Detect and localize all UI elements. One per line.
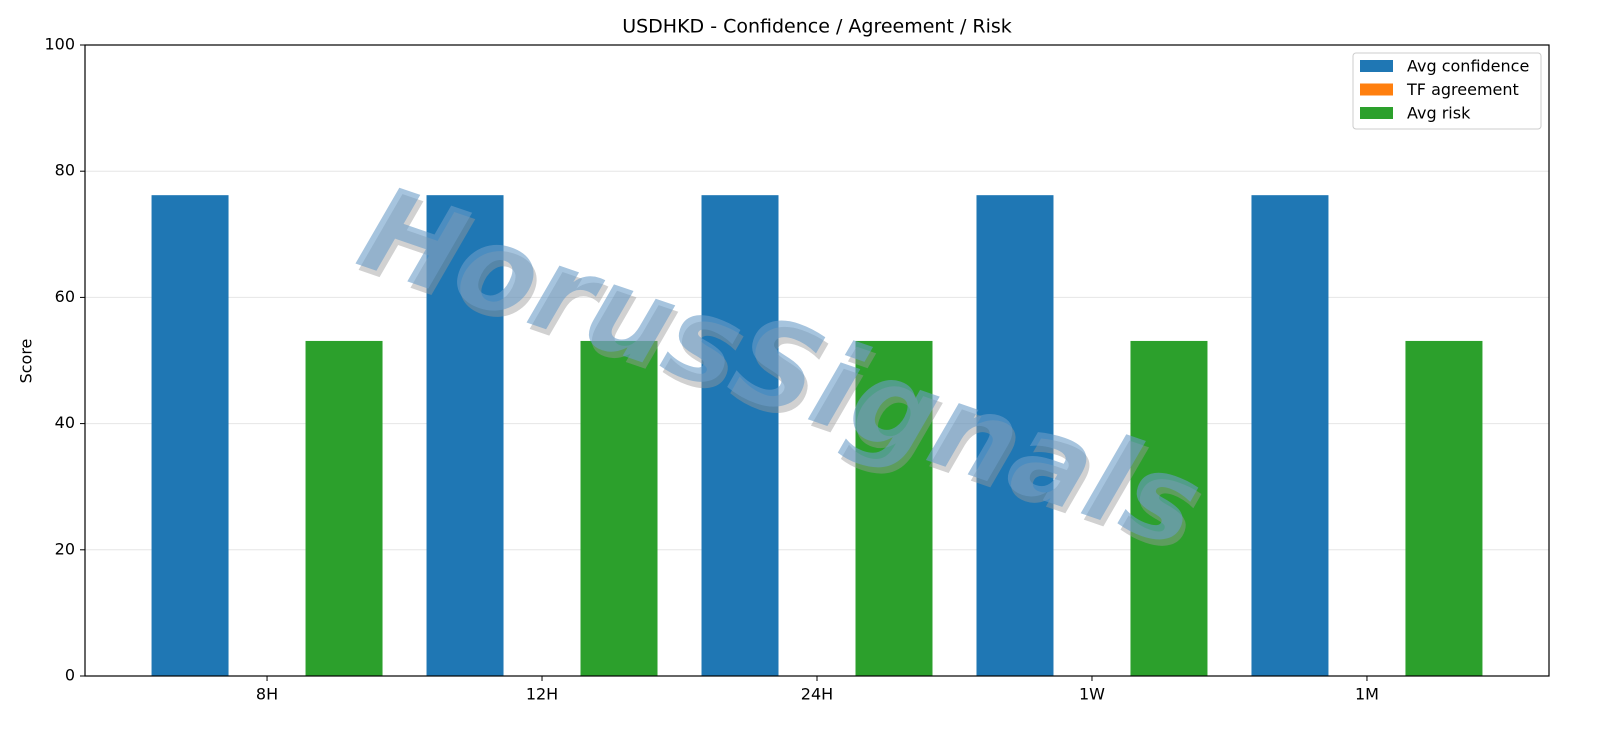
legend-label: TF agreement (1406, 80, 1519, 99)
legend-label: Avg confidence (1407, 57, 1529, 76)
bar (1251, 195, 1329, 677)
bar (1130, 340, 1208, 676)
bar (151, 195, 229, 677)
y-tick-label: 60 (55, 287, 75, 306)
plot-frame (84, 44, 1550, 677)
bar (1405, 340, 1483, 676)
bar (305, 340, 383, 676)
y-tick-label: 40 (55, 413, 75, 432)
x-tick-label: 1W (1079, 685, 1105, 704)
legend-swatch (1360, 83, 1393, 96)
legend-label: Avg risk (1407, 104, 1471, 123)
legend-swatch (1360, 60, 1393, 72)
legend-swatch (1360, 107, 1393, 119)
chart-title: USDHKD - Confidence / Agreement / Risk (622, 16, 1012, 38)
y-axis-label: Score (17, 339, 36, 384)
x-tick-label: 1M (1355, 685, 1379, 704)
x-tick-label: 12H (526, 685, 558, 704)
bar (426, 195, 504, 677)
bar (976, 195, 1054, 677)
y-tick-label: 80 (55, 161, 75, 180)
bar (701, 195, 779, 677)
bar (855, 340, 933, 676)
y-tick-label: 20 (55, 539, 75, 558)
x-tick-label: 8H (256, 685, 278, 704)
legend-box (1352, 52, 1542, 130)
x-tick-label: 24H (801, 685, 833, 704)
y-tick-label: 0 (65, 666, 75, 685)
bar (580, 340, 658, 676)
y-tick-label: 100 (44, 35, 75, 54)
